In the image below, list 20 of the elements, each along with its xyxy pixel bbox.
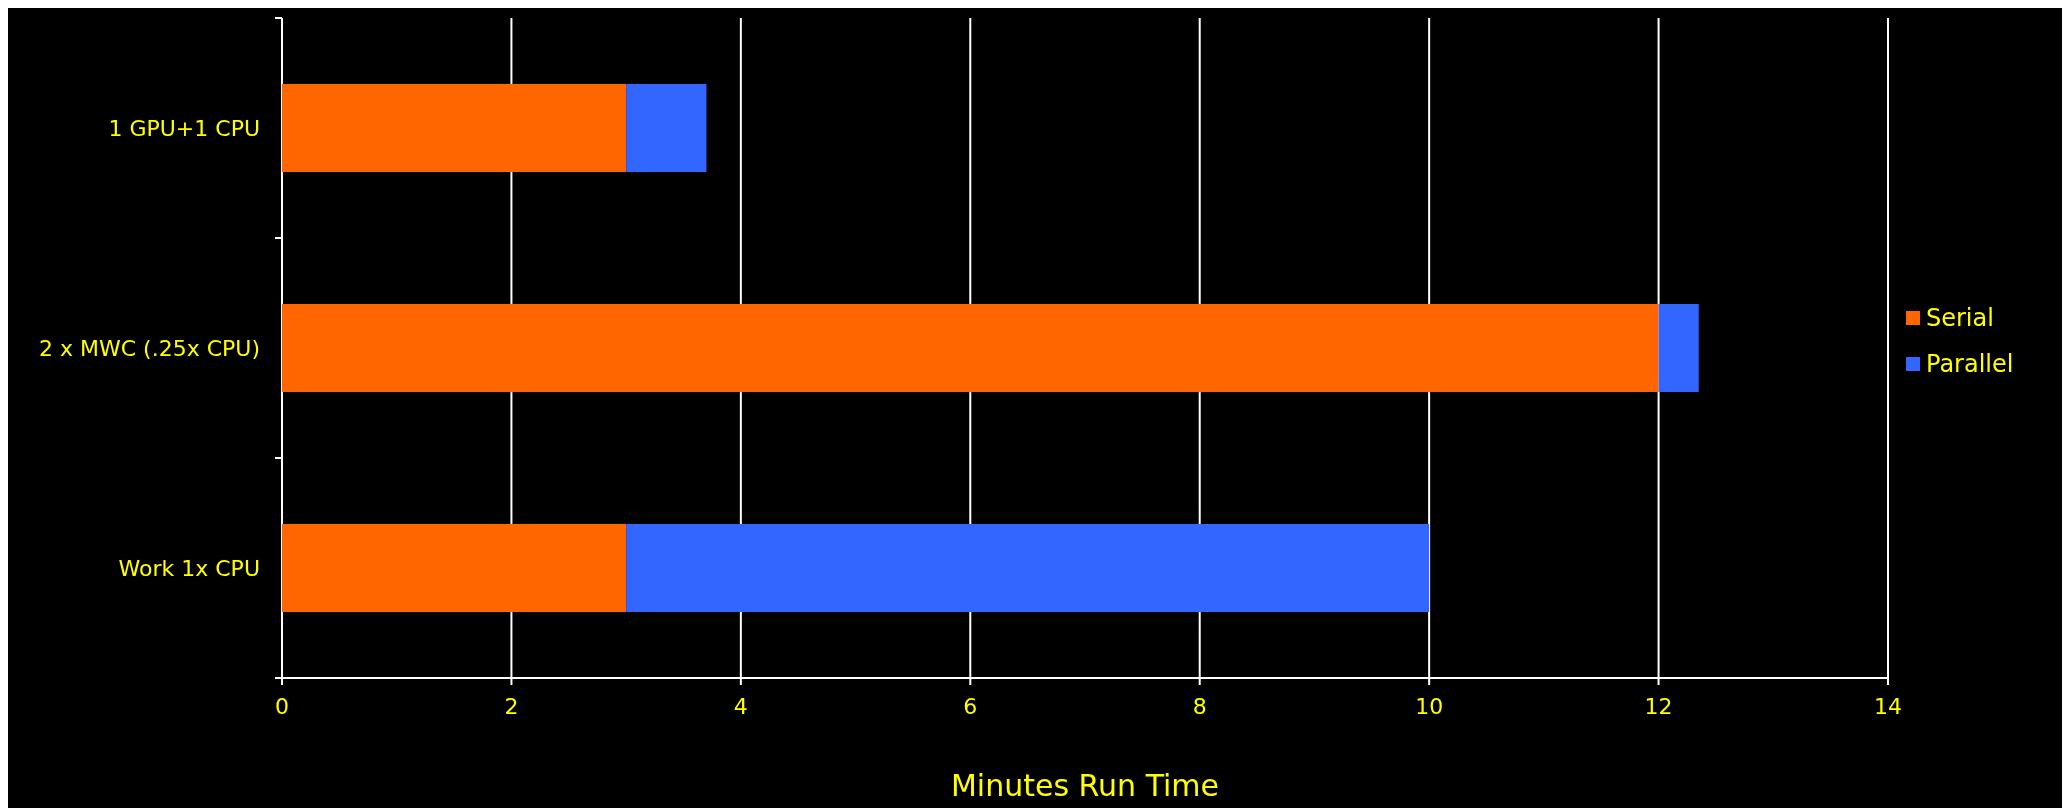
x-axis-title: Minutes Run Time [950, 768, 1220, 803]
x-tick-label: 0 [275, 694, 289, 719]
legend-label: Parallel [1926, 350, 2014, 379]
y-tick-label: 1 GPU+1 CPU [108, 115, 260, 141]
x-tick-label: 2 [504, 694, 519, 719]
y-tick-label: Work 1x CPU [118, 555, 260, 581]
bar [282, 524, 627, 612]
bar [1658, 304, 1699, 392]
bar [626, 524, 1430, 612]
x-tick-label: 6 [963, 694, 978, 719]
x-tick-label: 14 [1874, 694, 1902, 719]
legend-label: Serial [1926, 304, 1994, 333]
bar [282, 304, 1659, 392]
y-tick-label: 2 x MWC (.25x CPU) [39, 335, 260, 361]
x-tick-label: 12 [1644, 694, 1673, 719]
x-tick-label: 4 [733, 694, 748, 719]
x-tick-label: 10 [1415, 694, 1444, 719]
bar [626, 84, 707, 172]
bar [282, 84, 627, 172]
x-tick-label: 8 [1192, 694, 1207, 719]
